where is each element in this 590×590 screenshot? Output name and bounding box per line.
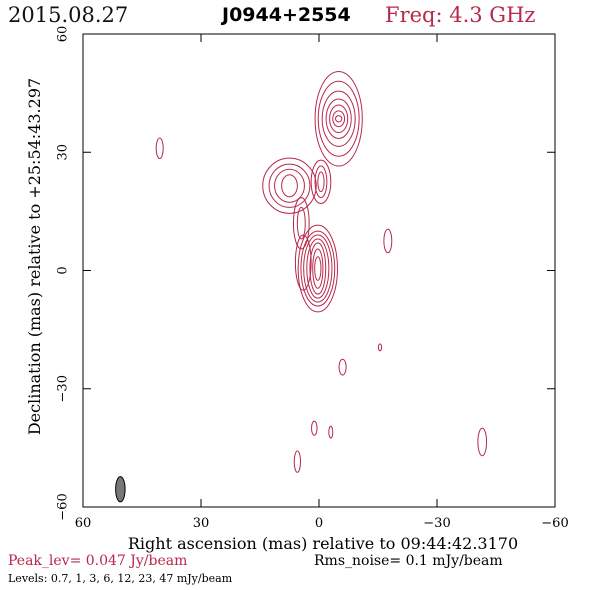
contour-line: [296, 206, 306, 240]
contour-component: [292, 197, 310, 250]
x-tick-label: 60: [75, 516, 92, 531]
contour-line: [155, 137, 164, 160]
y-tick-label: −30: [56, 375, 71, 402]
contour-line: [314, 70, 363, 167]
contour-line: [303, 234, 333, 303]
y-tick: 30: [56, 144, 555, 161]
contour-line: [377, 343, 383, 352]
contour-component: [297, 224, 338, 313]
frequency-label: Freq: 4.3 GHz: [385, 3, 536, 27]
x-tick: 60: [75, 34, 92, 531]
contour-component: [294, 234, 312, 291]
contour-line: [309, 242, 327, 295]
contour-line: [268, 163, 311, 208]
contour-component: [377, 343, 383, 352]
x-tick: 0: [315, 34, 323, 531]
contour-component: [328, 425, 334, 439]
x-tick-label: −60: [541, 516, 568, 531]
contour-line: [297, 224, 338, 313]
contour-line: [477, 427, 488, 457]
contour-line: [317, 80, 360, 157]
contour-levels: Levels: 0.7, 1, 3, 6, 12, 23, 47 mJy/bea…: [8, 572, 233, 585]
x-tick-label: −30: [423, 516, 450, 531]
y-tick-label: 0: [56, 266, 71, 274]
contour-line: [325, 98, 352, 139]
contour-line: [335, 115, 343, 123]
contour-component: [293, 450, 302, 473]
contour-line: [274, 168, 305, 203]
contour-line: [332, 110, 346, 128]
peak-level: Peak_lev= 0.047 Jy/beam: [8, 553, 188, 569]
y-tick: 0: [56, 266, 555, 275]
contour-layer: [115, 70, 488, 503]
contour-line: [338, 358, 347, 376]
contour-component: [314, 70, 363, 167]
y-tick-label: −60: [56, 493, 71, 520]
contour-line: [311, 420, 318, 436]
axis-ticks: 60 30 0 −30 −60 −60 −30 0 30 60: [56, 26, 569, 531]
contour-line: [314, 256, 322, 281]
contour-component: [311, 420, 318, 436]
y-tick: 60: [56, 26, 555, 43]
contour-line: [321, 90, 356, 147]
y-tick: −30: [56, 375, 555, 402]
x-axis-label: Right ascension (mas) relative to 09:44:…: [128, 534, 518, 553]
contour-line: [310, 159, 332, 204]
contour-line: [383, 228, 393, 254]
x-tick: −30: [423, 34, 451, 531]
contour-line: [317, 171, 325, 193]
contour-line: [262, 157, 317, 214]
y-tick-label: 30: [56, 144, 71, 161]
source-name: J0944+2554: [222, 4, 351, 26]
contour-line: [328, 425, 334, 439]
contour-component: [262, 157, 317, 214]
x-tick: 30: [193, 34, 210, 531]
contour-line: [294, 234, 312, 291]
contour-line: [281, 174, 298, 198]
contour-component: [155, 137, 164, 160]
x-tick-label: 30: [193, 516, 210, 531]
contour-line: [312, 248, 324, 289]
contour-line: [293, 450, 302, 473]
rms-noise: Rms_noise= 0.1 mJy/beam: [314, 553, 503, 569]
contour-component: [310, 159, 332, 204]
contour-line: [314, 165, 328, 199]
y-tick-label: 60: [56, 26, 71, 43]
contour-line: [300, 230, 336, 307]
y-tick: −60: [56, 493, 555, 521]
y-axis-label: Declination (mas) relative to +25:54:43.…: [25, 78, 44, 435]
contour-component: [383, 228, 393, 254]
observation-date: 2015.08.27: [8, 3, 129, 27]
contour-line: [329, 104, 349, 134]
contour-line: [306, 238, 330, 299]
plot-frame: [82, 33, 556, 508]
x-tick-label: 0: [315, 516, 323, 531]
contour-line: [292, 197, 310, 250]
beam-ellipse: [115, 476, 126, 503]
x-tick: −60: [541, 34, 569, 531]
contour-component: [477, 427, 488, 457]
contour-component: [338, 358, 347, 376]
